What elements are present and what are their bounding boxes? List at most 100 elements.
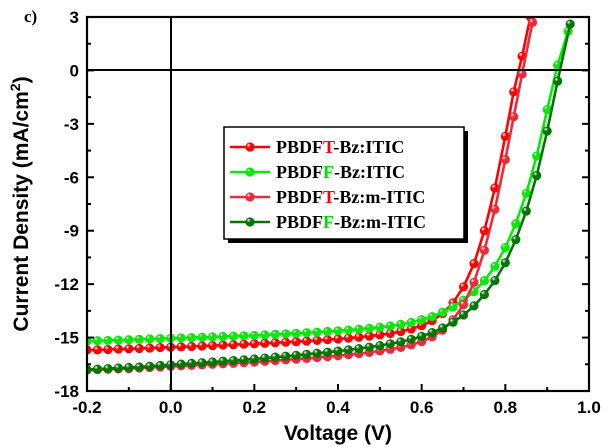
data-point-highlight bbox=[104, 337, 110, 342]
data-point-highlight bbox=[125, 345, 131, 350]
data-point-highlight bbox=[376, 331, 382, 336]
data-point-highlight bbox=[146, 344, 151, 350]
data-point-highlight bbox=[251, 340, 256, 345]
data-point-highlight bbox=[136, 345, 141, 350]
data-point-highlight bbox=[157, 344, 162, 349]
data-point-highlight bbox=[324, 328, 329, 333]
data-point-highlight bbox=[157, 335, 162, 340]
data-point-highlight bbox=[219, 341, 225, 347]
data-point-highlight bbox=[481, 227, 486, 232]
data-point-highlight bbox=[125, 364, 131, 369]
data-point-highlight bbox=[376, 323, 382, 329]
data-point-highlight bbox=[209, 342, 214, 347]
data-point-highlight bbox=[355, 345, 361, 350]
legend-marker-highlight bbox=[246, 168, 252, 173]
data-point-highlight bbox=[272, 330, 277, 336]
data-point-highlight bbox=[502, 259, 507, 264]
data-point-highlight bbox=[324, 348, 329, 354]
data-point-highlight bbox=[502, 156, 507, 161]
legend-item: PBDFT-Bz:ITIC bbox=[230, 137, 404, 157]
panel-label: c) bbox=[24, 7, 37, 26]
data-point-highlight bbox=[523, 189, 528, 195]
legend-box bbox=[223, 126, 465, 240]
data-point-highlight bbox=[387, 340, 392, 345]
y-tick-label: 0 bbox=[70, 61, 79, 80]
data-point-highlight bbox=[460, 301, 465, 306]
y-axis-title: Current Density (mA/cm2) bbox=[7, 76, 33, 331]
data-point-highlight bbox=[261, 354, 266, 360]
data-point-highlight bbox=[554, 61, 559, 67]
x-tick-label: 0.4 bbox=[326, 398, 350, 417]
data-point-highlight bbox=[251, 332, 256, 337]
data-point-highlight bbox=[449, 303, 455, 308]
data-point bbox=[88, 345, 92, 355]
data-point-highlight bbox=[115, 364, 120, 370]
legend-item: PBDFF-Bz:ITIC bbox=[230, 162, 405, 182]
data-point-highlight bbox=[188, 359, 193, 365]
data-point-highlight bbox=[292, 351, 298, 357]
data-point-highlight bbox=[261, 339, 266, 345]
data-point-highlight bbox=[115, 345, 120, 351]
data-point-highlight bbox=[566, 20, 572, 26]
data-point-highlight bbox=[240, 340, 246, 346]
y-tick-label: -9 bbox=[64, 222, 79, 241]
data-point-highlight bbox=[355, 333, 361, 339]
data-point-highlight bbox=[188, 343, 193, 348]
y-tick-label: 3 bbox=[70, 8, 79, 27]
data-point-highlight bbox=[198, 342, 204, 347]
data-point-highlight bbox=[303, 329, 308, 334]
data-point-highlight bbox=[230, 332, 235, 338]
data-point-highlight bbox=[554, 77, 559, 83]
y-axis-title-superscript: 2 bbox=[7, 83, 23, 91]
data-point-highlight bbox=[510, 113, 515, 118]
data-point-highlight bbox=[512, 220, 517, 225]
axes-layer: -0.2 0.0 0.2 0.4 0.6 0.8 1.0 3 0 -3 -6 -9 -12 -15 -18 bbox=[54, 8, 600, 417]
data-point-highlight bbox=[282, 330, 287, 335]
data-point-highlight bbox=[518, 52, 524, 58]
data-point-highlight bbox=[439, 324, 444, 329]
data-point-highlight bbox=[251, 355, 256, 360]
data-point-highlight bbox=[157, 362, 162, 367]
legend-label: PBDFF-Bz:m-ITIC bbox=[276, 212, 426, 232]
data-point-highlight bbox=[272, 353, 277, 359]
data-point-highlight bbox=[104, 365, 110, 370]
data-point-highlight bbox=[198, 359, 204, 364]
data-point-highlight bbox=[219, 333, 225, 338]
data-point-highlight bbox=[481, 277, 486, 282]
data-point-highlight bbox=[104, 346, 110, 351]
data-point-highlight bbox=[470, 260, 476, 265]
legend-marker-highlight bbox=[246, 193, 252, 198]
data-point bbox=[88, 365, 92, 375]
data-point-highlight bbox=[397, 320, 402, 326]
data-point-highlight bbox=[460, 283, 465, 288]
data-point-highlight bbox=[543, 106, 549, 111]
data-point-highlight bbox=[491, 277, 497, 282]
data-point-highlight bbox=[387, 322, 392, 327]
y-axis-title-main: Current Density (mA/cm bbox=[10, 91, 33, 331]
data-point-highlight bbox=[345, 346, 350, 351]
data-point-highlight bbox=[282, 338, 287, 344]
data-point-highlight bbox=[460, 311, 465, 316]
y-tick-label: -12 bbox=[54, 275, 79, 294]
data-point-highlight bbox=[146, 362, 151, 368]
data-point-highlight bbox=[491, 205, 497, 211]
data-point-highlight bbox=[376, 342, 382, 347]
data-point-highlight bbox=[313, 328, 319, 334]
data-point-highlight bbox=[418, 316, 423, 321]
data-point-highlight bbox=[355, 325, 361, 331]
data-point-highlight bbox=[272, 339, 277, 344]
data-point-highlight bbox=[334, 327, 340, 332]
data-point-highlight bbox=[439, 308, 444, 314]
series-pbdff-bz-m-itic bbox=[88, 19, 575, 375]
x-axis-title: Voltage (V) bbox=[284, 422, 392, 445]
legend-marker-highlight bbox=[246, 143, 252, 148]
data-point-highlight bbox=[345, 326, 350, 332]
data-point-highlight bbox=[523, 207, 528, 213]
data-point-highlight bbox=[230, 357, 235, 362]
data-point-highlight bbox=[188, 334, 193, 339]
data-point-highlight bbox=[209, 358, 214, 363]
data-point-highlight bbox=[261, 331, 266, 336]
data-point-highlight bbox=[324, 336, 329, 341]
data-point-highlight bbox=[219, 357, 225, 363]
